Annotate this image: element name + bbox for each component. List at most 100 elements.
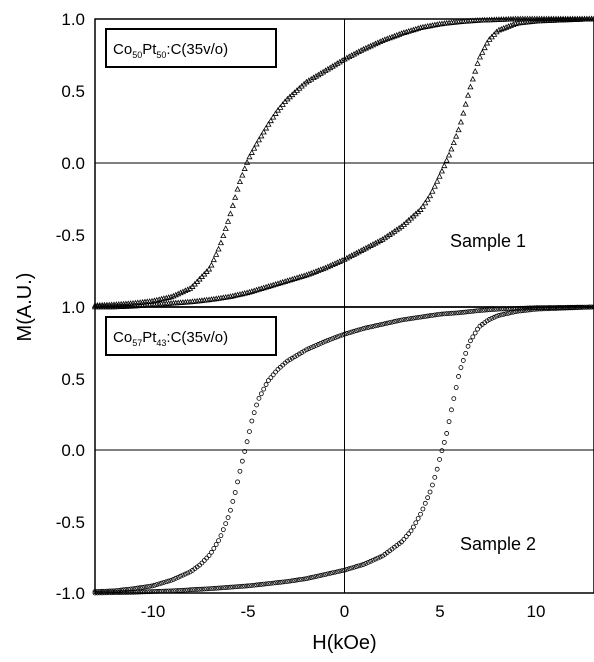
bottom-loop-lower-point <box>204 586 210 592</box>
top-loop-upper-point <box>310 74 317 81</box>
bottom-loop-lower-point <box>539 306 545 312</box>
xtick-label: -10 <box>141 602 166 621</box>
bottom-loop-upper-point <box>441 311 447 317</box>
bottom-loop-lower-point <box>166 588 172 594</box>
bottom-loop-lower-point <box>211 586 217 591</box>
bottom-loop-upper-point <box>311 344 317 349</box>
top-loop-upper-point <box>339 57 346 63</box>
top-loop-lower-point <box>434 177 441 184</box>
top-loop-upper-point <box>251 145 258 151</box>
bottom-loop-lower-point <box>342 567 347 573</box>
bottom-loop-upper-point <box>206 553 212 558</box>
top-loop-lower-point <box>346 253 353 260</box>
bottom-loop-lower-point <box>582 304 587 310</box>
bottom-loop-upper-point <box>185 570 191 576</box>
top-ytick-label: 0.0 <box>61 154 85 173</box>
top-loop-lower-point <box>457 118 465 125</box>
bottom-loop-upper-point <box>382 321 388 327</box>
bottom-loop-upper-point <box>384 320 390 326</box>
bottom-loop-lower-point <box>567 305 573 311</box>
top-loop-lower-point <box>388 229 396 236</box>
bottom-loop-upper-point <box>313 343 319 348</box>
bottom-loop-lower-point <box>282 579 288 585</box>
top-loop-upper-point <box>267 117 274 124</box>
top-loop-upper-point <box>386 34 393 41</box>
bottom-loop-lower-point <box>175 588 181 593</box>
top-loop-upper-point <box>315 71 322 78</box>
top-loop-upper-point <box>177 289 184 296</box>
top-loop-upper-point <box>367 42 374 49</box>
bottom-loop-lower-point <box>406 531 412 537</box>
bottom-loop-upper-point <box>503 306 509 312</box>
bottom-loop-upper-point <box>346 330 352 336</box>
bottom-loop-lower-point <box>209 586 214 592</box>
bottom-loop-lower-point <box>125 589 131 595</box>
bottom-loop-lower-point <box>239 583 245 589</box>
top-loop-lower-point <box>481 44 488 51</box>
bottom-loop-upper-point <box>147 583 153 589</box>
bottom-loop-lower-point <box>237 584 243 589</box>
top-loop-lower-point <box>448 145 455 152</box>
bottom-loop-lower-point <box>346 566 352 572</box>
top-loop-upper-point <box>272 110 279 116</box>
bottom-loop-lower-point <box>411 524 416 530</box>
bottom-loop-upper-point <box>394 318 400 324</box>
top-loop-lower-point <box>443 157 450 163</box>
bottom-loop-lower-point <box>470 334 476 340</box>
bottom-loop-upper-point <box>163 579 169 585</box>
top-loop-upper-point <box>205 265 213 272</box>
bottom-loop-lower-point <box>308 575 314 580</box>
top-loop-upper-point <box>381 36 388 43</box>
bottom-loop-upper-point <box>494 306 499 312</box>
bottom-loop-upper-point <box>363 325 369 331</box>
bottom-loop-lower-point <box>577 305 583 310</box>
xtick-label: 0 <box>340 602 349 621</box>
bottom-loop-upper-point <box>401 317 407 322</box>
bottom-loop-lower-point <box>363 561 369 566</box>
bottom-loop-upper-point <box>430 312 435 318</box>
bottom-loop-lower-point <box>235 584 240 590</box>
top-loop-lower-point <box>464 92 472 98</box>
bottom-loop-upper-point <box>178 573 183 579</box>
bottom-loop-lower-point <box>372 556 378 562</box>
bottom-loop-upper-point <box>180 572 186 578</box>
bottom-loop-upper-point <box>332 335 338 341</box>
top-loop-upper-point <box>303 78 310 85</box>
bottom-loop-lower-point <box>135 589 141 595</box>
bottom-loop-lower-point <box>399 539 404 545</box>
bottom-loop-upper-point <box>301 348 307 354</box>
bottom-loop-upper-point <box>204 555 210 561</box>
bottom-loop-lower-point <box>168 588 174 594</box>
bottom-loop-lower-point <box>351 564 357 570</box>
top-loop-lower-point <box>507 22 514 28</box>
bottom-loop-upper-point <box>453 310 459 316</box>
bottom-loop-upper-point <box>299 350 305 355</box>
top-loop-lower-point <box>419 203 426 209</box>
top-loop-upper-point <box>358 47 365 53</box>
top-loop-upper-point <box>236 178 244 185</box>
bottom-loop-lower-point <box>413 520 419 526</box>
bottom-loop-upper-point <box>432 312 438 318</box>
bottom-loop-upper-point <box>144 584 150 590</box>
top-loop-lower-point <box>355 248 362 255</box>
top-loop-lower-point <box>367 242 374 248</box>
bottom-ytick-label: 0.0 <box>61 441 85 460</box>
top-loop-upper-point <box>232 194 239 200</box>
top-loop-upper-point <box>341 55 348 62</box>
top-loop-upper-point <box>167 293 175 300</box>
bottom-loop-lower-point <box>180 587 186 593</box>
bottom-loop-upper-point <box>266 378 271 383</box>
top-loop-upper-point <box>184 286 191 292</box>
bottom-loop-upper-point <box>166 578 172 584</box>
bottom-loop-upper-point <box>387 320 393 326</box>
bottom-loop-upper-point <box>292 354 298 360</box>
top-loop-lower-point <box>362 244 369 251</box>
bottom-loop-lower-point <box>142 589 148 595</box>
bottom-loop-lower-point <box>434 466 440 472</box>
bottom-loop-lower-point <box>285 579 290 584</box>
bottom-loop-lower-point <box>116 590 122 595</box>
bottom-loop-lower-point <box>420 506 426 512</box>
bottom-loop-lower-point <box>330 570 336 576</box>
top-loop-lower-point <box>472 67 479 74</box>
bottom-loop-lower-point <box>451 396 457 401</box>
